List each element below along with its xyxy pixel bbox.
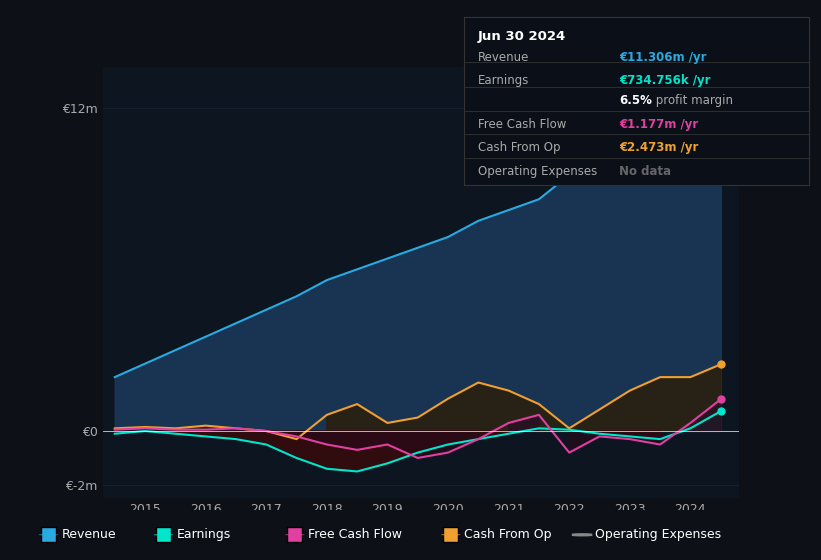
Text: €2.473m /yr: €2.473m /yr: [619, 141, 699, 155]
Text: €11.306m /yr: €11.306m /yr: [619, 50, 707, 64]
FancyBboxPatch shape: [443, 528, 458, 542]
Text: Operating Expenses: Operating Expenses: [595, 528, 722, 542]
Text: €734.756k /yr: €734.756k /yr: [619, 74, 710, 87]
Text: Revenue: Revenue: [62, 528, 117, 542]
FancyBboxPatch shape: [156, 528, 171, 542]
Text: Earnings: Earnings: [478, 74, 529, 87]
FancyBboxPatch shape: [41, 528, 56, 542]
Text: Free Cash Flow: Free Cash Flow: [308, 528, 401, 542]
Text: Cash From Op: Cash From Op: [478, 141, 560, 155]
Text: Operating Expenses: Operating Expenses: [478, 165, 597, 178]
Text: 6.5%: 6.5%: [619, 94, 652, 108]
Text: Earnings: Earnings: [177, 528, 231, 542]
Text: €1.177m /yr: €1.177m /yr: [619, 118, 699, 131]
FancyBboxPatch shape: [287, 528, 302, 542]
Text: Jun 30 2024: Jun 30 2024: [478, 30, 566, 43]
Circle shape: [441, 534, 461, 535]
Text: Cash From Op: Cash From Op: [464, 528, 552, 542]
Circle shape: [154, 534, 173, 535]
Text: profit margin: profit margin: [652, 94, 733, 108]
Circle shape: [39, 534, 58, 535]
Text: Revenue: Revenue: [478, 50, 529, 64]
Circle shape: [285, 534, 305, 535]
Text: No data: No data: [619, 165, 671, 178]
Text: Free Cash Flow: Free Cash Flow: [478, 118, 566, 131]
